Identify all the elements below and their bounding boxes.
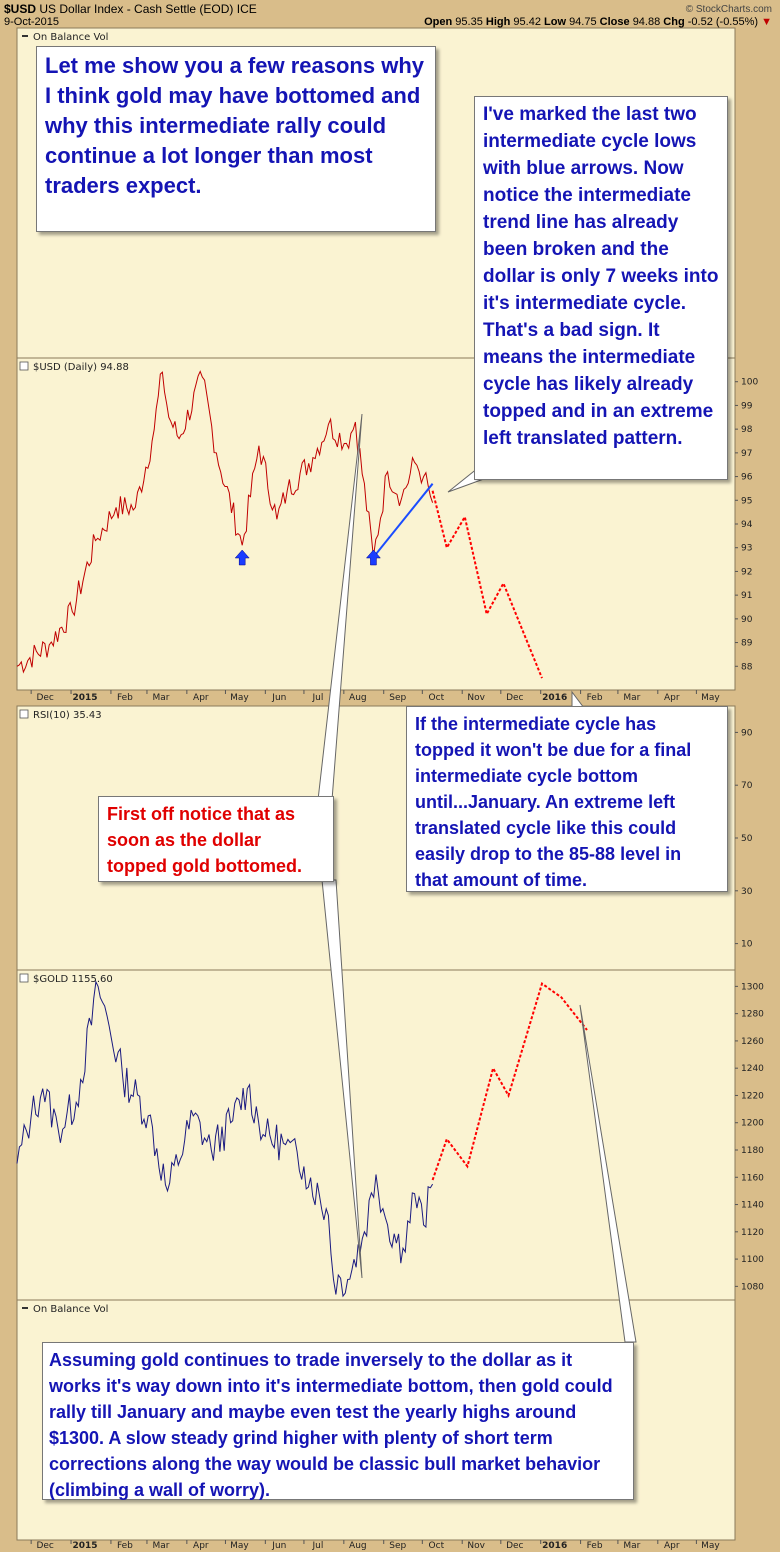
x-axis-label-top: Jul — [312, 693, 324, 703]
x-axis-label-top: May — [230, 693, 249, 703]
first-off-callout: First off notice that as soon as the dol… — [98, 796, 334, 882]
january-callout: If the intermediate cycle has topped it … — [406, 706, 728, 892]
usd-y-axis-tick-label: 88 — [741, 662, 753, 672]
gold-y-axis-tick-label: 1240 — [741, 1064, 764, 1074]
x-axis-label-bottom: Sep — [389, 1541, 406, 1551]
gold-y-axis-tick-label: 1120 — [741, 1228, 764, 1238]
rsi-panel-menu-icon — [19, 709, 29, 719]
gold-y-axis-tick-label: 1220 — [741, 1091, 764, 1101]
cycle-low-arrow-icon-1 — [234, 549, 250, 566]
gold-y-axis-tick-label: 1300 — [741, 982, 764, 992]
usd-panel-label: $USD (Daily) 94.88 — [33, 362, 129, 373]
usd-y-axis-tick-label: 99 — [741, 401, 753, 411]
x-axis-label-bottom: Feb — [587, 1541, 603, 1551]
x-axis-label-top: Feb — [587, 693, 603, 703]
x-axis-label-bottom: Aug — [349, 1541, 367, 1551]
x-axis-label-top: Mar — [623, 693, 640, 703]
x-axis-label-top: Aug — [349, 693, 367, 703]
usd-y-axis-tick-label: 98 — [741, 425, 753, 435]
x-axis-label-bottom: 2015 — [73, 1541, 98, 1551]
gold-price-series — [16, 980, 434, 1298]
x-axis-label-bottom: Nov — [467, 1541, 485, 1551]
usd-y-axis-tick-label: 93 — [741, 544, 752, 554]
x-axis-label-bottom: Mar — [623, 1541, 640, 1551]
rsi-y-axis-tick-label: 90 — [741, 728, 753, 738]
cycle-lows-callout: I've marked the last two intermediate cy… — [474, 96, 728, 480]
x-axis-label-top: Sep — [389, 693, 406, 703]
usd-y-axis-tick-label: 100 — [741, 378, 758, 388]
x-axis-label-bottom: Dec — [506, 1541, 523, 1551]
ohlc-readout: Open 95.35 High 95.42 Low 94.75 Close 94… — [424, 16, 772, 28]
intro-callout: Let me show you a few reasons why I thin… — [36, 46, 436, 232]
rsi-y-axis-tick-label: 30 — [741, 887, 753, 897]
obv-bottom-panel-collapse-icon — [22, 1307, 28, 1309]
usd-trend-line — [372, 483, 434, 558]
assuming-callout: Assuming gold continues to trade inverse… — [42, 1342, 634, 1500]
x-axis-label-bottom: May — [701, 1541, 720, 1551]
x-axis-label-top: Apr — [664, 693, 680, 703]
gold-y-axis-tick-label: 1100 — [741, 1255, 764, 1265]
gold-y-axis-tick-label: 1180 — [741, 1146, 764, 1156]
rsi-panel-label: RSI(10) 35.43 — [33, 710, 102, 721]
gold-panel-label: $GOLD 1155.60 — [33, 974, 113, 985]
x-axis-label-bottom: Mar — [152, 1541, 169, 1551]
x-axis-label-bottom: Oct — [429, 1541, 445, 1551]
x-axis-label-top: 2016 — [542, 693, 567, 703]
gold-y-axis-tick-label: 1140 — [741, 1201, 764, 1211]
x-axis-label-bottom: May — [230, 1541, 249, 1551]
x-axis-label-top: Jun — [271, 693, 286, 703]
usd-y-axis-tick-label: 91 — [741, 591, 752, 601]
usd-projection-path — [431, 490, 543, 679]
usd-y-axis-tick-label: 97 — [741, 449, 752, 459]
x-axis-label-bottom: Dec — [36, 1541, 53, 1551]
stockcharts-credit: © StockCharts.com — [685, 4, 772, 15]
instrument-name: US Dollar Index - Cash Settle (EOD) — [39, 2, 234, 16]
obv-bottom-panel-label: On Balance Vol — [33, 1304, 108, 1315]
x-axis-label-top: Feb — [117, 693, 133, 703]
usd-y-axis-tick-label: 90 — [741, 615, 753, 625]
x-axis-label-top: Nov — [467, 693, 485, 703]
gold-projection-path — [431, 981, 588, 1181]
x-axis-label-bottom: Apr — [193, 1541, 209, 1551]
usd-y-axis-tick-label: 95 — [741, 496, 752, 506]
usd-y-axis-tick-label: 94 — [741, 520, 753, 530]
x-axis-label-top: Apr — [193, 693, 209, 703]
x-axis-label-top: May — [701, 693, 720, 703]
usd-y-axis-tick-label: 89 — [741, 639, 753, 649]
x-axis-label-top: Dec — [506, 693, 523, 703]
symbol: $USD — [4, 2, 37, 16]
exchange: ICE — [236, 2, 257, 16]
gold-y-axis-tick-label: 1200 — [741, 1119, 764, 1129]
rsi-y-axis-tick-label: 50 — [741, 834, 753, 844]
x-axis-label-top: 2015 — [73, 693, 98, 703]
gold-y-axis-tick-label: 1160 — [741, 1173, 764, 1183]
usd-y-axis-tick-label: 96 — [741, 473, 753, 483]
x-axis-label-bottom: Jul — [312, 1541, 324, 1551]
rsi-y-axis-tick-label: 10 — [741, 940, 753, 950]
gold-panel-menu-icon — [19, 973, 29, 983]
x-axis-label-bottom: Jun — [271, 1541, 286, 1551]
gold-y-axis-tick-label: 1280 — [741, 1010, 764, 1020]
cycle-low-arrow-icon-2 — [365, 549, 381, 566]
x-axis-label-bottom: Apr — [664, 1541, 680, 1551]
gold-y-axis-tick-label: 1080 — [741, 1282, 764, 1292]
x-axis-label-top: Oct — [429, 693, 445, 703]
x-axis-label-bottom: 2016 — [542, 1541, 567, 1551]
gold-panel — [16, 969, 736, 1301]
obv-top-panel-label: On Balance Vol — [33, 32, 108, 43]
x-axis-label-top: Mar — [152, 693, 169, 703]
chart-date: 9-Oct-2015 — [4, 16, 60, 28]
usd-panel-menu-icon — [19, 361, 29, 371]
rsi-y-axis-tick-label: 70 — [741, 781, 753, 791]
obv-top-panel-collapse-icon — [22, 35, 28, 37]
x-axis-label-top: Dec — [36, 693, 53, 703]
usd-price-series — [16, 370, 434, 674]
x-axis-label-bottom: Feb — [117, 1541, 133, 1551]
usd-y-axis-tick-label: 92 — [741, 567, 752, 577]
gold-y-axis-tick-label: 1260 — [741, 1037, 764, 1047]
